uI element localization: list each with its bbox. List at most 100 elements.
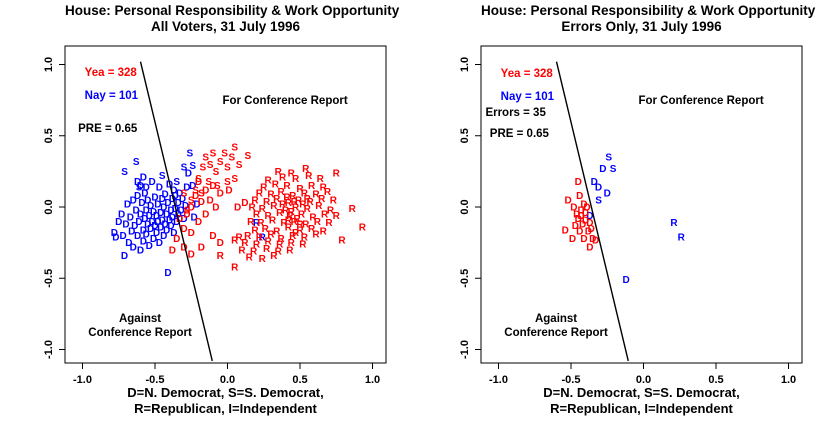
point-d-nay: D xyxy=(151,221,158,232)
point-s-yea: S xyxy=(236,160,243,171)
point-r-yea: R xyxy=(279,173,287,184)
point-r-yea: R xyxy=(298,210,306,221)
x-tick-label: 0.5 xyxy=(708,374,723,386)
point-r-yea: R xyxy=(231,235,239,246)
point-r-yea: R xyxy=(262,224,270,235)
point-d-yea: D xyxy=(579,220,586,231)
point-d-nay: D xyxy=(122,220,129,231)
point-r-yea: R xyxy=(291,197,299,208)
point-r-yea: R xyxy=(263,244,271,255)
cutting-line xyxy=(555,61,629,362)
chart-panel-errors-only: -1.0 -0.5 0.0 0.5 1.0 -1.0 -0.5 0.0 0.5 1.0 D D D D D D… xyxy=(416,0,832,432)
point-d-nay: D xyxy=(140,237,147,248)
point-r-yea: R xyxy=(276,208,284,219)
x-axis-label-line2: R=Republican, I=Independent xyxy=(134,401,317,416)
point-s-yea: S xyxy=(244,151,251,162)
point-r-yea: R xyxy=(288,207,296,218)
x-axis-label-line1: D=N. Democrat, S=S. Democrat, xyxy=(127,385,324,400)
point-d-nay: D xyxy=(134,191,141,202)
point-d-yea: D xyxy=(578,205,585,216)
annotation: PRE = 0.65 xyxy=(490,128,550,140)
point-d-yea: D xyxy=(202,185,209,196)
point-d-nay: D xyxy=(175,198,182,209)
point-d-yea: D xyxy=(180,224,187,235)
point-r-yea: R xyxy=(283,193,291,204)
x-tick-label: 0.0 xyxy=(636,374,651,386)
point-d-yea: D xyxy=(586,242,593,253)
point-r-yea: R xyxy=(270,201,278,212)
point-d-nay: D xyxy=(121,251,128,262)
point-d-yea: D xyxy=(582,215,589,226)
point-d-nay: D xyxy=(170,228,177,239)
point-r-yea: R xyxy=(264,211,272,222)
point-r-yea: R xyxy=(304,194,312,205)
point-r-yea: R xyxy=(264,237,272,248)
point-r-yea: R xyxy=(307,197,315,208)
plot-frame xyxy=(64,45,387,364)
point-d-nay: D xyxy=(179,194,186,205)
point-r-yea: R xyxy=(256,188,264,199)
point-d-yea: D xyxy=(192,191,199,202)
y-tick-label: 1.0 xyxy=(43,57,55,72)
annotation: Errors = 35 xyxy=(485,107,546,119)
point-d-yea: D xyxy=(195,217,202,228)
point-d-nay: D xyxy=(173,217,180,228)
point-d-nay: D xyxy=(144,220,151,231)
x-tick-label: 1.0 xyxy=(365,374,380,386)
chart-subtitle: Errors Only, 31 July 1996 xyxy=(561,19,722,34)
point-d-nay: D xyxy=(185,168,192,179)
point-r-yea: R xyxy=(238,245,246,256)
point-r-yea: R xyxy=(235,232,243,243)
point-s-yea: S xyxy=(207,160,214,171)
x-tick-label: 1.0 xyxy=(781,374,796,386)
point-r-yea: R xyxy=(312,190,320,201)
x-axis-label-line1: D=N. Democrat, S=S. Democrat, xyxy=(543,385,740,400)
point-r-yea: R xyxy=(314,217,322,228)
point-r-yea: R xyxy=(217,251,225,262)
point-s-yea: S xyxy=(200,163,207,174)
point-r-yea: R xyxy=(308,181,316,192)
point-d-nay: D xyxy=(167,221,174,232)
point-d-yea: D xyxy=(576,227,583,238)
point-d-nay: D xyxy=(150,234,157,245)
point-d-yea: D xyxy=(180,242,187,253)
point-d-yea: D xyxy=(198,197,205,208)
point-r-yea: R xyxy=(246,252,254,263)
x-tick-label: -1.0 xyxy=(73,374,92,386)
point-d-yea: D xyxy=(582,208,589,219)
point-r-yea: R xyxy=(299,240,307,251)
point-d-nay: D xyxy=(175,210,182,221)
point-r-yea: R xyxy=(325,218,333,229)
point-d-nay: D xyxy=(141,188,148,199)
point-d-nay: D xyxy=(143,230,150,241)
point-r-yea: R xyxy=(251,195,259,206)
y-tick-label: 0.0 xyxy=(43,199,55,214)
point-r-yea: R xyxy=(257,218,265,229)
chart-title: House: Personal Responsibility & Work Op… xyxy=(65,3,399,35)
point-d-nay: D xyxy=(599,164,606,175)
point-r-yea: R xyxy=(292,174,300,185)
point-r-yea: R xyxy=(251,225,259,236)
point-d-yea: D xyxy=(173,234,180,245)
point-d-nay: D xyxy=(163,210,170,221)
point-d-yea: D xyxy=(206,195,213,206)
point-r-yea: R xyxy=(312,230,320,241)
point-s-yea: S xyxy=(192,185,199,196)
point-s-yea: S xyxy=(214,181,221,192)
point-r-yea: R xyxy=(285,198,293,209)
scatter-plot-errors-only: -1.0 -0.5 0.0 0.5 1.0-1.0-0.50.00.51.0DDDDDD… xyxy=(459,45,803,386)
point-r-yea: R xyxy=(250,247,258,258)
point-s-yea: S xyxy=(181,188,188,199)
point-s-yea: S xyxy=(184,205,191,216)
point-s-yea: S xyxy=(198,188,205,199)
point-r-yea: R xyxy=(285,215,293,226)
point-s-nay: S xyxy=(595,195,602,206)
annotation: Nay = 101 xyxy=(85,90,139,102)
point-s-yea: S xyxy=(217,157,224,168)
point-r-yea: R xyxy=(267,190,275,201)
point-d-nay: D xyxy=(147,224,154,235)
point-d-yea: D xyxy=(585,227,592,238)
annotation: For Conference Report xyxy=(222,95,347,107)
point-r-yea: R xyxy=(295,195,303,206)
point-d-yea: D xyxy=(564,195,571,206)
